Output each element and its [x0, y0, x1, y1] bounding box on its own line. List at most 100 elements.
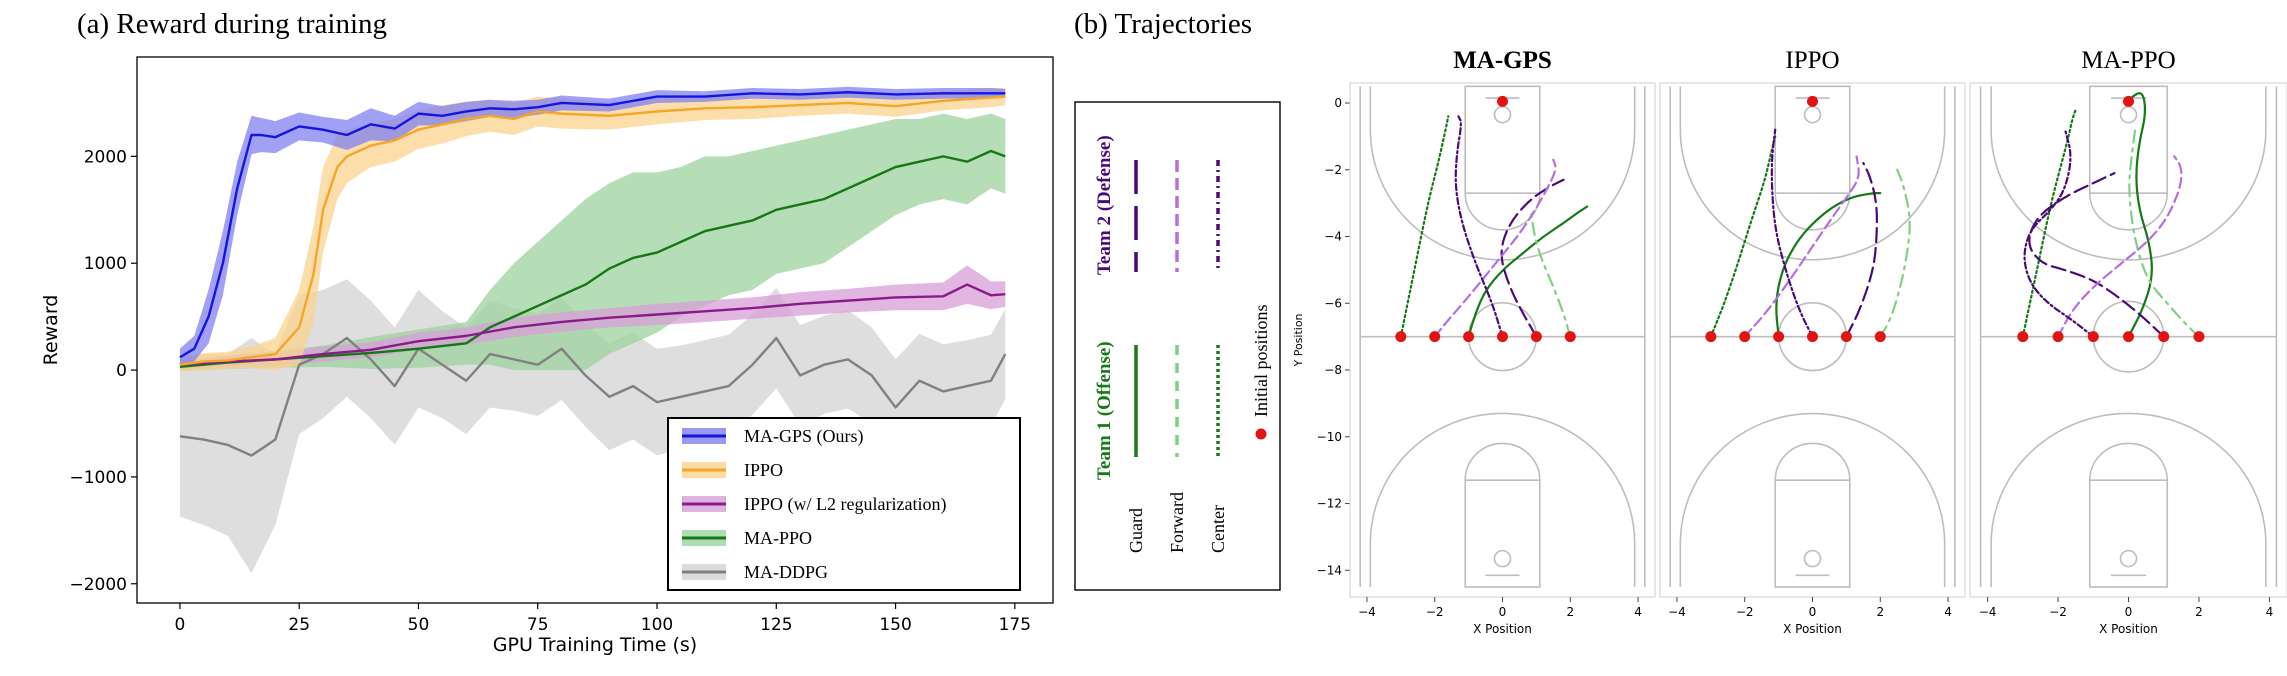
trajectory-team-1-center: [1399, 115, 1450, 338]
initial-position-dot: [1497, 331, 1508, 343]
x-tick-label: 125: [760, 615, 792, 635]
trajectory-team-1-guard: [1775, 192, 1882, 338]
free-throw-arc-bottom: [1464, 442, 1541, 481]
trajectory-team-2-guard: [1500, 178, 1565, 338]
hoop-top: [2119, 105, 2138, 124]
legend-label-ma-ddpg: MA-DDPG: [744, 562, 828, 582]
hoop-bottom: [2119, 549, 2138, 568]
court-y-tick-label: −8: [1324, 363, 1342, 377]
court-x-tick-label: −4: [1358, 605, 1376, 619]
initial-position-dot: [1874, 331, 1886, 343]
role-label-forward: Forward: [1167, 492, 1187, 553]
hoop-bottom: [1803, 549, 1822, 568]
role-legend: Team 2 (Defense) Team 1 (Offense) Guard For…: [1074, 101, 1281, 591]
free-throw-arc-top: [2088, 193, 2169, 231]
court-x-tick-label: −2: [2049, 605, 2067, 619]
trajectory-team-1-guard: [1467, 205, 1589, 338]
court-x-tick-label: 0: [1499, 605, 1507, 619]
initial-position-dot: [1395, 331, 1407, 343]
paint-bottom: [2088, 479, 2169, 588]
legend-label-ippo: IPPO: [744, 460, 783, 480]
ball-marker: [1497, 95, 1508, 107]
initial-position-dot: [1429, 331, 1441, 343]
court-x-tick-label: 0: [1809, 605, 1817, 619]
court-x-tick-label: 2: [2195, 605, 2203, 619]
y-tick-label: 0: [116, 361, 127, 381]
paint-top: [1464, 85, 1541, 194]
axes-frame: [136, 56, 1054, 604]
y-axis-label: Reward: [40, 295, 62, 366]
court-x-axis-label: X Position: [1783, 622, 1842, 636]
trajectory-team-1-guard: [2127, 92, 2153, 338]
court-x-tick-label: 4: [1634, 605, 1642, 619]
court-x-axis-label: X Position: [2099, 622, 2158, 636]
free-throw-arc-bottom: [2088, 443, 2169, 481]
court-x-tick-label: −2: [1736, 605, 1754, 619]
legend-label-ma-gps-ours: MA-GPS (Ours): [744, 426, 864, 447]
initial-position-dot: [2158, 331, 2170, 343]
trajectory-team-1-forward: [1530, 212, 1572, 338]
initial-position-dot: [1564, 331, 1576, 343]
trajectory-team-2-forward: [1743, 155, 1860, 338]
band-ippo: [179, 87, 1006, 372]
initial-position-dot: [1705, 331, 1717, 343]
y-tick-label: 1000: [84, 254, 127, 274]
initial-position-dot: [1773, 331, 1785, 343]
court-subplot-ma-ppo: MA-PPO −4 −2 0 2 4 X Position: [1969, 47, 2287, 636]
x-axis-label: GPU Training Time (s): [493, 634, 697, 656]
trajectory-team-1-forward: [1879, 168, 1911, 338]
y-tick-label: −1000: [69, 468, 127, 488]
initial-position-dot: [2017, 331, 2029, 343]
team2-label: Team 2 (Defense): [1094, 135, 1115, 275]
role-label-center: Center: [1208, 505, 1228, 553]
initial-position-dot: [2193, 331, 2205, 343]
three-point-arc-bottom: [1679, 412, 1946, 587]
court-title: IPPO: [1785, 47, 1839, 74]
trajectory-team-2-forward: [2056, 155, 2183, 338]
court-x-tick-label: 2: [1566, 605, 1574, 619]
initial-position-dot: [1840, 331, 1852, 343]
three-point-arc-bottom: [1990, 412, 2267, 587]
court-x-tick-label: −4: [1668, 605, 1686, 619]
role-label-guard: Guard: [1126, 508, 1146, 553]
y-tick-label: −2000: [69, 575, 127, 595]
trajectory-team-1-center: [2021, 108, 2077, 338]
initial-position-dot: [1463, 331, 1475, 343]
x-tick-label: 175: [999, 615, 1031, 635]
series-line-ippo-w-l2-regularization: [179, 283, 1006, 366]
initial-position-dot: [1807, 331, 1818, 343]
court-y-tick-label: −2: [1324, 163, 1342, 177]
trajectory-plot: 0 −2 −4 −6 −8 −10 −12 −14 Y Position MA-GPS −4 −2 0 2…: [1292, 47, 2287, 636]
x-tick-label: 0: [175, 615, 186, 635]
initial-positions-label: Initial positions: [1251, 305, 1271, 418]
initial-position-dot: [1739, 331, 1751, 343]
x-tick-label: 25: [288, 615, 310, 635]
series-line-ippo: [179, 95, 1006, 366]
panel-a-caption: (a) Reward during training: [77, 8, 388, 40]
ball-marker: [1807, 95, 1818, 107]
court-y-tick-label: −14: [1317, 563, 1342, 577]
trajectory-team-2-guard: [2028, 172, 2165, 338]
initial-position-dot: [2087, 331, 2099, 343]
band-ma-ppo: [179, 113, 1006, 372]
x-tick-label: 75: [527, 615, 549, 635]
initial-position-dot: [2052, 331, 2064, 343]
trajectory-team-2-center: [2023, 128, 2095, 338]
legend-box: [667, 417, 1021, 591]
reward-plot: 0 25 50 75 100 125 150 175 −2000 −1000 0 1000 2000 GP…: [40, 56, 1054, 656]
court-x-tick-label: −4: [1979, 605, 1997, 619]
initial-position-marker: [1255, 428, 1267, 440]
series-line-ma-ppo: [179, 149, 1006, 369]
three-point-arc-top: [1369, 86, 1636, 261]
court-subplot-ma-gps: MA-GPS −4 −2 0 2 4 X Position: [1349, 47, 1656, 636]
hoop-top: [1803, 105, 1822, 124]
hoop-top: [1493, 105, 1512, 124]
paint-bottom: [1774, 479, 1851, 588]
three-point-arc-top: [1679, 86, 1946, 261]
court-y-axis-label: Y Position: [1292, 313, 1305, 367]
court-lines: [1979, 85, 2278, 588]
legend-label-ma-ppo: MA-PPO: [744, 528, 812, 548]
court-x-tick-label: 4: [1944, 605, 1952, 619]
